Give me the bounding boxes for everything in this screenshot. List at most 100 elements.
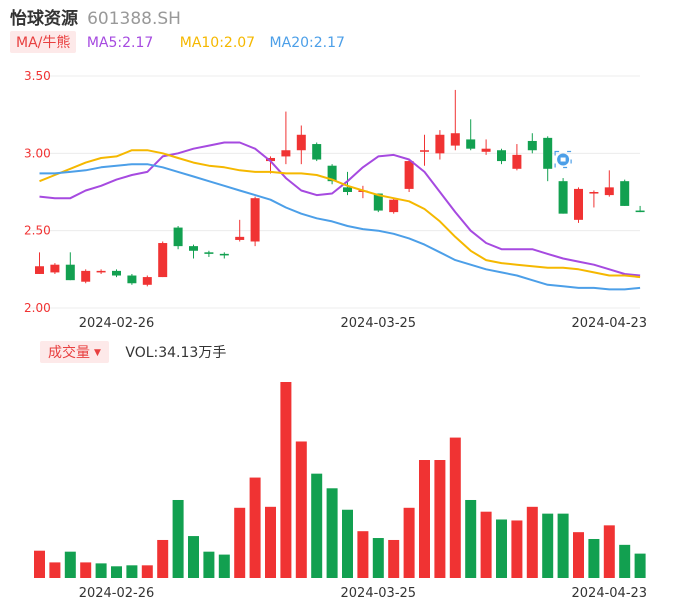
candle-body	[466, 139, 476, 149]
price-grid	[30, 75, 640, 309]
volume-date-axis: 2024-02-26 2024-03-25 2024-04-23	[79, 586, 647, 601]
volume-bar	[603, 525, 615, 578]
candle-body	[574, 188, 583, 220]
volume-bar	[434, 460, 446, 578]
candle-body	[373, 193, 383, 211]
volume-bar	[126, 565, 138, 578]
volume-bar	[388, 539, 400, 578]
price-date-axis: 2024-02-26 2024-03-25 2024-04-23	[79, 316, 647, 331]
volume-indicator-dropdown[interactable]: 成交量 ▼	[40, 341, 109, 363]
volume-bar	[157, 539, 169, 578]
volume-bar	[511, 520, 523, 578]
x-tick-label: 2024-04-23	[572, 586, 648, 601]
volume-bar	[449, 437, 461, 578]
candle-body	[35, 266, 44, 274]
candle-body	[404, 161, 414, 189]
candle-body	[389, 199, 399, 213]
candle-body	[481, 148, 491, 152]
candle-body	[327, 165, 337, 182]
volume-bar	[573, 532, 584, 578]
x-tick-label: 2024-03-25	[341, 316, 417, 331]
volume-bar	[80, 562, 92, 578]
y-tick-label: 3.50	[24, 69, 51, 83]
candle-body	[266, 157, 275, 162]
x-tick-label: 2024-03-25	[341, 586, 417, 601]
candle-body	[65, 264, 75, 281]
price-axis: 3.50 3.00 2.50 2.00	[24, 69, 51, 315]
volume-bar	[542, 513, 554, 578]
candle-body	[343, 187, 352, 192]
ma5-line	[39, 141, 641, 277]
volume-bar	[311, 473, 323, 578]
volume-bar	[619, 544, 631, 578]
volume-bar	[111, 566, 122, 578]
x-tick-label: 2024-04-23	[572, 316, 648, 331]
volume-bar	[480, 511, 492, 578]
volume-bar	[342, 509, 353, 578]
ma10-line	[39, 149, 641, 279]
volume-bar	[557, 513, 569, 578]
candle-body	[435, 134, 445, 154]
candle-body	[589, 192, 599, 194]
candle-body	[296, 134, 306, 151]
moving-average-lines	[39, 141, 641, 291]
volume-bar	[403, 507, 415, 578]
volume-bar	[64, 551, 76, 578]
candle-body	[204, 252, 214, 254]
x-tick-label: 2024-02-26	[79, 316, 155, 331]
candle-body	[189, 246, 198, 251]
candle-body	[173, 227, 183, 247]
volume-bar	[295, 441, 307, 578]
candle-body	[250, 198, 260, 242]
candle-body	[81, 270, 91, 282]
volume-bar	[326, 488, 338, 578]
candle-body	[112, 270, 121, 276]
ma20-legend-label: MA20:2.17	[269, 35, 345, 51]
volume-bar	[188, 536, 199, 578]
candle-body	[620, 181, 630, 206]
candle-body	[127, 275, 137, 284]
volume-bar	[280, 382, 292, 578]
volume-legend: 成交量 ▼ VOL:34.13万手	[40, 341, 227, 363]
volume-bar	[234, 507, 246, 578]
volume-bar	[203, 551, 215, 578]
volume-bar	[95, 563, 107, 578]
volume-bar	[265, 506, 276, 578]
ma-toggle-button[interactable]: MA/牛熊	[10, 31, 77, 53]
candle-body	[450, 133, 460, 146]
volume-bar	[588, 538, 600, 578]
volume-bar-series	[34, 382, 646, 578]
candle-body	[527, 140, 537, 151]
candle-body	[543, 137, 553, 169]
candle-body	[635, 210, 645, 213]
stock-name: 怡球资源	[10, 9, 78, 29]
event-marker-icon	[554, 150, 572, 169]
marker-glyph	[560, 157, 566, 162]
candle-body	[512, 154, 522, 169]
volume-bar	[141, 565, 153, 578]
volume-bar	[218, 554, 230, 578]
volume-bar	[465, 499, 477, 578]
candle-body	[96, 270, 106, 273]
volume-bar	[49, 562, 61, 578]
volume-value-label: VOL:34.13万手	[125, 345, 227, 361]
y-tick-label: 3.00	[24, 146, 51, 160]
candle-body	[558, 181, 568, 214]
volume-bar	[357, 531, 369, 578]
candle-body	[420, 150, 429, 152]
y-tick-label: 2.00	[24, 301, 51, 315]
caret-down-icon: ▼	[94, 348, 101, 358]
ma10-legend-label: MA10:2.07	[179, 35, 256, 51]
candle-body	[604, 187, 614, 196]
ma-legend: MA/牛熊 MA5:2.17 MA10:2.07 MA20:2.17	[10, 31, 345, 53]
stock-code: 601388.SH	[87, 9, 181, 29]
candle-body	[281, 150, 291, 157]
candle-body	[50, 264, 60, 273]
stock-header: 怡球资源 601388.SH	[10, 4, 181, 29]
volume-indicator-label: 成交量	[48, 345, 90, 361]
volume-bar	[634, 553, 646, 578]
ma5-legend-label: MA5:2.17	[86, 35, 154, 51]
ma20-line	[39, 163, 641, 291]
candlestick-series	[35, 89, 645, 287]
